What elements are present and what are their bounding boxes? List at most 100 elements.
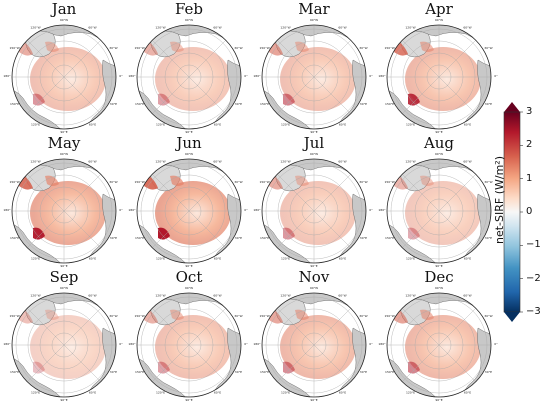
longitude-label: 60°W — [338, 26, 346, 30]
longitude-label: 120°W — [405, 160, 415, 164]
month-label: Jul — [303, 134, 325, 152]
longitude-label: 60°E — [339, 256, 346, 260]
longitude-label: 90°E — [310, 130, 317, 134]
longitude-label: 30°W — [484, 180, 492, 184]
map-panel-mar: Mar — [253, 0, 373, 134]
longitude-label: 60°E — [89, 122, 96, 126]
colorbar-tick-label: 1 — [526, 172, 533, 184]
longitude-label: 120°W — [280, 26, 290, 30]
longitude-label: 0° — [494, 74, 498, 78]
longitude-label: 60°W — [213, 160, 221, 164]
longitude-label: 60°W — [463, 160, 471, 164]
polar-map: 90°W 120°W 60°W 150°W 30°W 180° 0° 150°E 30°E 120… — [378, 18, 498, 134]
longitude-label: 150°E — [260, 236, 269, 240]
longitude-label: 150°E — [260, 370, 269, 374]
colorbar-tick-label: −3 — [526, 306, 541, 317]
longitude-label: 60°E — [464, 390, 471, 394]
longitude-label: 30°E — [360, 102, 367, 106]
longitude-label: 60°E — [214, 122, 221, 126]
longitude-label: 90°W — [310, 286, 318, 290]
longitude-label: 90°E — [310, 264, 317, 268]
longitude-label: 30°E — [485, 236, 492, 240]
longitude-label: 90°W — [435, 18, 443, 22]
longitude-label: 120°E — [406, 122, 415, 126]
longitude-label: 30°W — [359, 180, 367, 184]
polar-map: 90°W 120°W 60°W 150°W 30°W 180° 0° 150°E 30°E 120… — [253, 286, 373, 402]
longitude-label: 120°E — [281, 390, 290, 394]
polar-map: 90°W 120°W 60°W 150°W 30°W 180° 0° 150°E 30°E 120… — [253, 18, 373, 134]
longitude-label: 30°E — [235, 370, 242, 374]
map-panel-jul: Jul — [253, 134, 373, 268]
longitude-label: 0° — [244, 208, 248, 212]
longitude-label: 30°E — [110, 370, 117, 374]
longitude-label: 150°W — [134, 46, 144, 50]
longitude-label: 60°W — [213, 26, 221, 30]
polar-map: 90°W 120°W 60°W 150°W 30°W 180° 0° 150°E 30°E 120… — [378, 286, 498, 402]
map-panel-jan: Jan — [3, 0, 123, 134]
longitude-label: 180° — [3, 342, 11, 346]
longitude-label: 150°E — [260, 102, 269, 106]
polar-map: 90°W 120°W 60°W 150°W 30°W 180° 0° 150°E 30°E 120… — [128, 18, 248, 134]
month-label: Jun — [176, 134, 202, 152]
longitude-label: 60°E — [464, 122, 471, 126]
longitude-label: 0° — [119, 342, 123, 346]
longitude-label: 30°W — [359, 46, 367, 50]
longitude-label: 60°E — [464, 256, 471, 260]
longitude-label: 120°W — [30, 26, 40, 30]
longitude-label: 60°E — [339, 390, 346, 394]
longitude-label: 150°W — [259, 46, 269, 50]
colorbar-tick-label: 0 — [526, 206, 533, 217]
longitude-label: 0° — [119, 74, 123, 78]
colorbar-tick-label: −1 — [526, 239, 541, 251]
longitude-label: 180° — [253, 342, 261, 346]
longitude-label: 150°W — [259, 314, 269, 318]
longitude-label: 180° — [3, 208, 11, 212]
longitude-label: 30°W — [234, 314, 242, 318]
longitude-label: 120°E — [281, 122, 290, 126]
longitude-label: 150°E — [10, 236, 19, 240]
longitude-label: 90°E — [185, 130, 192, 134]
map-panel-apr: Apr — [378, 0, 498, 134]
longitude-label: 150°E — [135, 102, 144, 106]
longitude-label: 90°W — [310, 152, 318, 156]
longitude-label: 60°W — [88, 294, 96, 298]
map-panel-dec: Dec — [378, 268, 498, 402]
colorbar-tick-label: 3 — [526, 106, 533, 117]
longitude-label: 150°W — [384, 180, 394, 184]
longitude-label: 120°W — [280, 160, 290, 164]
longitude-label: 180° — [128, 342, 136, 346]
longitude-label: 30°W — [109, 314, 117, 318]
longitude-label: 30°E — [485, 370, 492, 374]
longitude-label: 60°E — [214, 256, 221, 260]
longitude-label: 150°E — [10, 370, 19, 374]
longitude-label: 90°W — [435, 286, 443, 290]
longitude-label: 30°W — [109, 180, 117, 184]
longitude-label: 150°E — [135, 236, 144, 240]
longitude-label: 60°E — [89, 256, 96, 260]
longitude-label: 90°W — [60, 18, 68, 22]
longitude-label: 0° — [244, 74, 248, 78]
polar-map: 90°W 120°W 60°W 150°W 30°W 180° 0° 150°E 30°E 120… — [253, 152, 373, 268]
longitude-label: 120°W — [155, 160, 165, 164]
longitude-label: 180° — [253, 208, 261, 212]
longitude-label: 90°W — [60, 286, 68, 290]
month-label: Dec — [424, 268, 454, 286]
longitude-label: 30°E — [235, 102, 242, 106]
longitude-label: 30°W — [484, 46, 492, 50]
longitude-label: 0° — [369, 208, 373, 212]
longitude-label: 90°W — [310, 18, 318, 22]
longitude-label: 60°W — [338, 294, 346, 298]
longitude-label: 60°W — [213, 294, 221, 298]
longitude-label: 180° — [378, 342, 386, 346]
longitude-label: 150°E — [135, 370, 144, 374]
longitude-label: 0° — [244, 342, 248, 346]
longitude-label: 90°W — [60, 152, 68, 156]
longitude-label: 30°W — [234, 180, 242, 184]
longitude-label: 60°W — [338, 160, 346, 164]
longitude-label: 90°E — [185, 264, 192, 268]
polar-map: 90°W 120°W 60°W 150°W 30°W 180° 0° 150°E 30°E 120… — [128, 286, 248, 402]
longitude-label: 150°E — [385, 102, 394, 106]
longitude-label: 60°E — [214, 390, 221, 394]
longitude-label: 120°W — [155, 26, 165, 30]
longitude-label: 90°E — [435, 264, 442, 268]
